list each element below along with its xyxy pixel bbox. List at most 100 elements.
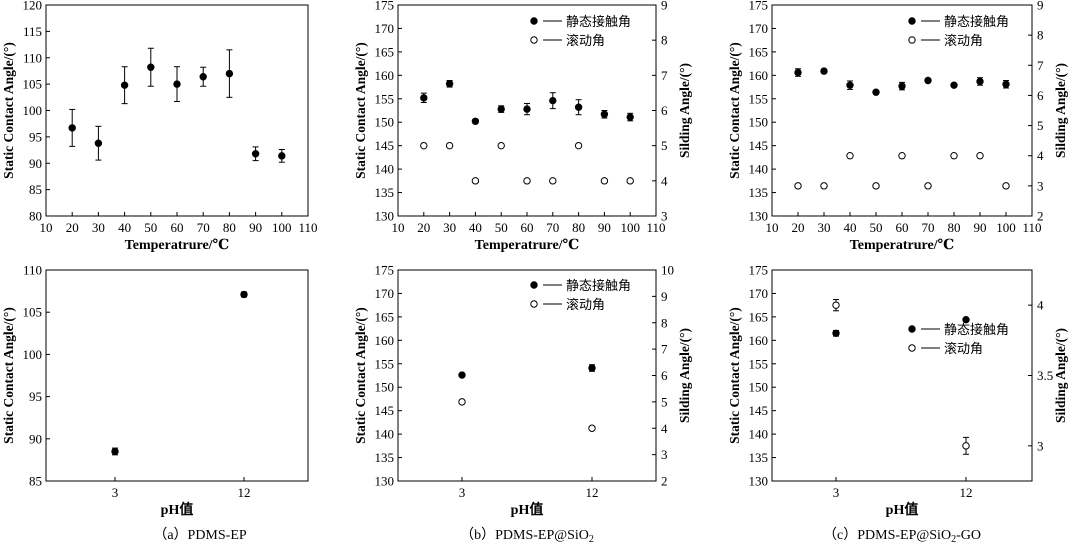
data-point-contact-angle [588, 364, 596, 372]
x-tick-label: 3 [459, 485, 466, 500]
x-axis-title: Temperatrure/℃ [850, 238, 955, 253]
y2-axis-title: Silding Angle/(°) [1053, 328, 1068, 423]
y-tick-label: 130 [375, 209, 395, 224]
data-point-contact-angle [240, 290, 248, 299]
caption-b: （b）PDMS-EP@SiO2 [460, 528, 594, 545]
y-tick-label: 150 [749, 115, 769, 130]
data-point-contact-angle [820, 67, 828, 75]
y-tick-label: 130 [749, 474, 769, 489]
caption-c: （c）PDMS-EP@SiO2-GO [823, 528, 981, 545]
y2-tick-label: 2 [1037, 209, 1044, 224]
y-tick-label: 150 [375, 115, 395, 130]
x-tick-label: 60 [171, 220, 184, 235]
y-tick-label: 160 [375, 333, 395, 348]
x-tick-label: 10 [40, 220, 53, 235]
x-tick-label: 80 [948, 220, 961, 235]
data-point-sliding-angle [549, 177, 557, 185]
legend-label: 滚动角 [944, 341, 983, 356]
y2-tick-label: 7 [1037, 58, 1044, 73]
x-tick-label: 70 [546, 220, 559, 235]
y-tick-label: 90 [29, 156, 42, 171]
y2-tick-label: 3 [661, 447, 668, 462]
y-tick-label: 175 [749, 0, 769, 13]
data-point-sliding-angle [794, 182, 802, 190]
y2-tick-label: 3.5 [1037, 368, 1053, 383]
legend-label: 静态接触角 [566, 278, 631, 293]
data-point-contact-angle [872, 88, 880, 96]
y-tick-label: 145 [375, 138, 395, 153]
y-tick-label: 160 [749, 68, 769, 83]
data-point-sliding-angle [832, 301, 840, 309]
y-tick-label: 140 [375, 427, 395, 442]
y-tick-label: 165 [749, 309, 769, 324]
data-point-contact-angle [626, 113, 634, 121]
data-point-sliding-angle [600, 177, 609, 185]
data-point-contact-angle [173, 80, 181, 88]
data-point-contact-angle [147, 63, 155, 71]
y-tick-label: 110 [23, 50, 42, 65]
chart-c-ph: 130 135 140 145 150 155 160 165 170 175 3 3.5 4 3 12 pH… [727, 263, 1068, 519]
data-point-sliding-angle [820, 182, 828, 190]
y-tick-label: 150 [375, 380, 395, 395]
y-tick-label: 160 [375, 68, 395, 83]
data-point-sliding-angle [471, 177, 480, 185]
x-tick-label: 70 [197, 220, 210, 235]
data-point-contact-angle [420, 94, 428, 102]
x-tick-label: 12 [960, 485, 973, 500]
chart-b-ph: 130 135 140 145 150 155 160 165 170 175 2 3 4 5 6 7 8 9 10… [353, 263, 692, 519]
y2-tick-label: 4 [1037, 148, 1044, 163]
data-point-contact-angle [794, 68, 802, 77]
x-tick-label: 3 [833, 485, 840, 500]
y-tick-label: 170 [375, 21, 395, 36]
data-point-contact-angle [251, 150, 260, 158]
data-point-contact-angle [1002, 80, 1010, 88]
x-tick-label: 50 [495, 220, 508, 235]
y2-tick-label: 9 [661, 289, 668, 304]
y-axis-title: Static Contact Angle/(°) [727, 42, 742, 179]
data-point-contact-angle [120, 81, 129, 89]
y-axis-title: Static Contact Angle/(°) [353, 42, 368, 179]
x-tick-label: 100 [996, 220, 1016, 235]
y2-axis-title: Silding Angle/(°) [1053, 63, 1068, 158]
x-tick-label: 50 [870, 220, 883, 235]
x-tick-label: 20 [792, 220, 805, 235]
data-point-contact-angle [950, 81, 958, 89]
chart-a-temp: 80 85 90 95 100 105 110 115 120 10 20 30 40 50 60 70 80 9… [1, 0, 318, 253]
y-tick-label: 115 [23, 24, 42, 39]
x-tick-label: 30 [443, 220, 456, 235]
x-tick-label: 110 [1022, 220, 1041, 235]
data-point-contact-angle [68, 124, 76, 132]
data-point-sliding-angle [924, 182, 932, 190]
legend-marker-filled [530, 17, 538, 25]
y2-tick-label: 5 [661, 394, 668, 409]
data-point-sliding-angle [950, 152, 958, 160]
x-axis-title: Temperatrure/℃ [475, 238, 580, 253]
x-tick-label: 12 [586, 485, 599, 500]
y-tick-label: 140 [749, 162, 769, 177]
y2-axis-title: Silding Angle/(°) [677, 63, 692, 158]
x-tick-label: 110 [646, 220, 665, 235]
y2-axis-title: Silding Angle/(°) [677, 328, 692, 423]
y2-tick-label: 4 [661, 173, 668, 188]
y2-tick-label: 8 [1037, 28, 1044, 43]
data-point-sliding-angle [962, 442, 970, 450]
y-tick-label: 175 [375, 0, 395, 13]
plot-frame [397, 269, 657, 482]
data-point-sliding-angle [497, 141, 505, 150]
y2-tick-label: 5 [661, 138, 668, 153]
y2-tick-label: 10 [661, 263, 674, 278]
y2-tick-label: 5 [1037, 118, 1044, 133]
y-tick-label: 170 [375, 286, 395, 301]
data-point-sliding-angle [846, 152, 854, 160]
data-point-contact-angle [497, 105, 505, 113]
y-tick-label: 120 [23, 0, 43, 13]
y-tick-label: 140 [375, 162, 395, 177]
legend-marker-open [530, 300, 538, 308]
y-tick-label: 165 [749, 44, 769, 59]
x-axis-title: pH值 [886, 501, 919, 518]
legend-marker-open [908, 36, 916, 44]
data-point-contact-angle [111, 447, 119, 456]
